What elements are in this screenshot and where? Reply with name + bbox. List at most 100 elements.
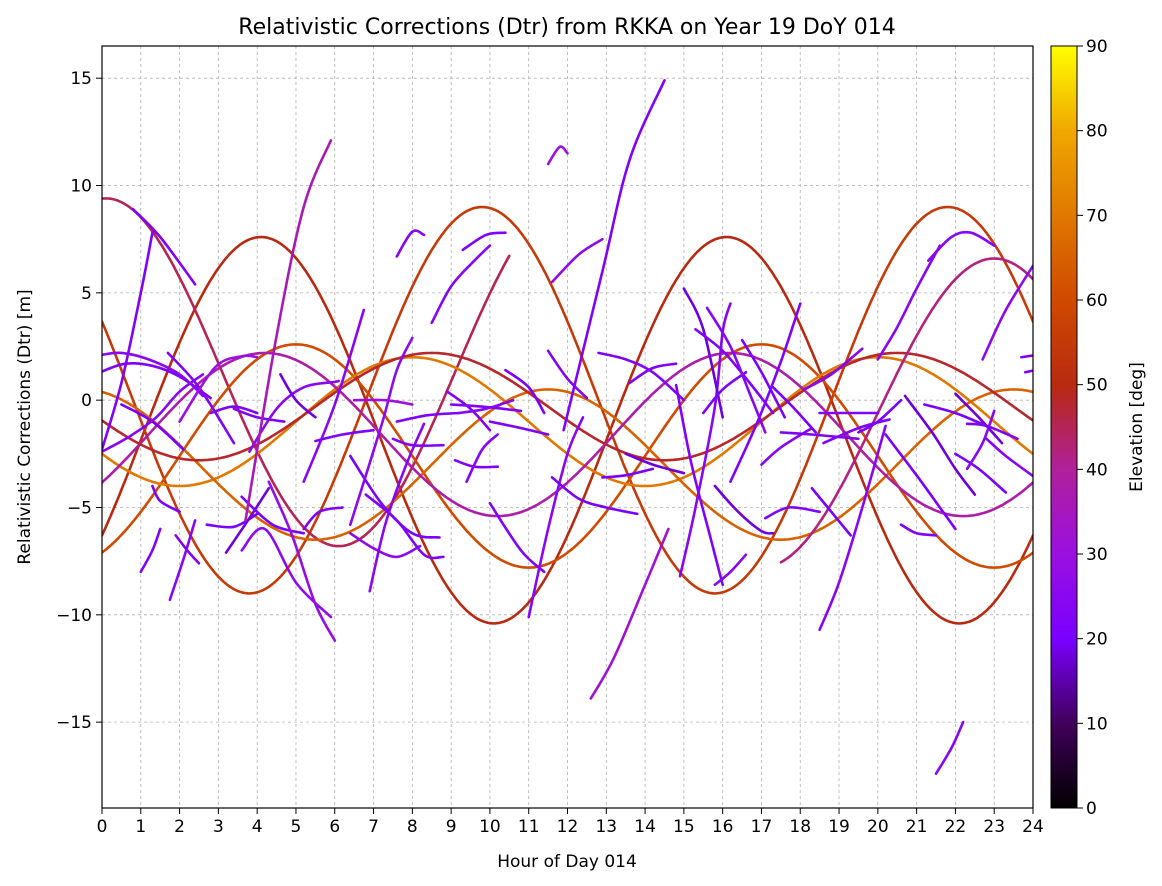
series-arc xyxy=(267,480,337,642)
series-line xyxy=(102,388,1033,541)
series-arc xyxy=(927,230,996,262)
series-arc xyxy=(465,433,499,483)
series-arc xyxy=(102,373,205,453)
colorbar-tick-label: 10 xyxy=(1086,714,1108,734)
y-tick-label: −15 xyxy=(56,713,92,733)
x-tick-label: 20 xyxy=(867,817,889,837)
x-tick-label: 21 xyxy=(906,817,928,837)
series-arc xyxy=(965,409,996,471)
series-arc xyxy=(550,237,604,284)
series-arc xyxy=(349,532,422,559)
series-arc xyxy=(174,534,201,565)
series-arc xyxy=(391,437,445,447)
series-arc xyxy=(453,459,499,469)
x-tick-label: 17 xyxy=(751,817,773,837)
series-line xyxy=(102,351,1033,518)
series-arc xyxy=(209,405,259,415)
series-arc xyxy=(205,512,259,529)
series-arc xyxy=(822,418,891,445)
series-line xyxy=(779,257,1033,564)
x-tick-label: 3 xyxy=(213,817,224,837)
series-arc xyxy=(550,476,639,516)
series-arc xyxy=(166,351,236,445)
series-arc xyxy=(702,371,748,415)
series-arc xyxy=(985,437,1033,478)
series-arc xyxy=(352,398,414,406)
series-arc xyxy=(810,486,852,537)
x-tick-label: 2 xyxy=(174,817,185,837)
y-tick-label: 10 xyxy=(70,177,92,197)
colorbar-tick-label: 40 xyxy=(1086,460,1108,480)
series-arc xyxy=(461,231,507,252)
colorbar-tick-label: 50 xyxy=(1086,376,1108,396)
series-arc xyxy=(302,308,366,483)
colorbar-label: Elevation [deg] xyxy=(1127,362,1147,492)
series-arc xyxy=(954,392,1004,445)
colorbar-tick-label: 30 xyxy=(1086,545,1108,565)
series-arc xyxy=(678,302,732,578)
series-arc xyxy=(562,79,666,432)
y-tick-label: 15 xyxy=(70,69,92,89)
series-arc xyxy=(884,433,957,531)
x-tick-label: 9 xyxy=(446,817,457,837)
grid-lines xyxy=(101,46,1034,808)
colorbar-tick-label: 70 xyxy=(1086,206,1108,226)
series-arc xyxy=(818,424,887,632)
colorbar-tick-label: 20 xyxy=(1086,630,1108,650)
x-tick-label: 22 xyxy=(945,817,967,837)
x-tick-label: 14 xyxy=(634,817,656,837)
series-arc xyxy=(232,407,286,423)
x-tick-label: 12 xyxy=(557,817,579,837)
x-tick-label: 24 xyxy=(1022,817,1044,837)
series-line xyxy=(102,205,1033,595)
series-arc xyxy=(395,229,426,258)
series-arc xyxy=(488,420,550,436)
series-arc xyxy=(779,431,860,441)
series-arc xyxy=(1023,369,1033,374)
series-arc xyxy=(713,553,748,587)
series-arc xyxy=(597,351,686,402)
x-tick-label: 19 xyxy=(828,817,850,837)
series-arc xyxy=(713,484,775,535)
series-arc xyxy=(449,403,523,413)
y-tick-label: −5 xyxy=(67,498,92,518)
data-series-group xyxy=(102,79,1033,775)
series-arc xyxy=(168,519,197,602)
series-arc xyxy=(954,452,1008,494)
x-tick-label: 7 xyxy=(368,817,379,837)
series-arc xyxy=(965,422,1019,441)
series-arc xyxy=(279,373,317,419)
series-arc xyxy=(628,362,678,385)
series-arc xyxy=(546,349,589,400)
x-tick-label: 5 xyxy=(291,817,302,837)
series-arc xyxy=(395,411,461,423)
colorbar-tick-label: 60 xyxy=(1086,291,1108,311)
series-arc xyxy=(102,231,154,451)
y-axis-ticks: −15 −10 −5 0 5 10 15 xyxy=(56,69,102,733)
series-arc xyxy=(760,426,814,466)
y-tick-label: 5 xyxy=(81,284,92,304)
x-tick-label: 1 xyxy=(135,817,146,837)
y-tick-label: −10 xyxy=(56,606,92,626)
x-tick-label: 13 xyxy=(595,817,617,837)
series-arc xyxy=(240,526,333,619)
series-arc xyxy=(624,452,686,475)
x-tick-label: 23 xyxy=(983,817,1005,837)
series-arc xyxy=(430,244,492,325)
series-arc xyxy=(802,347,864,391)
x-axis-label: Hour of Day 014 xyxy=(497,852,637,872)
series-arc xyxy=(504,368,546,415)
series-arc xyxy=(981,263,1033,361)
series-arc xyxy=(771,386,818,434)
x-tick-label: 18 xyxy=(789,817,811,837)
series-arc xyxy=(903,394,977,496)
series-arc xyxy=(682,287,724,419)
series-arc xyxy=(589,527,670,700)
series-arc xyxy=(131,207,197,286)
x-tick-label: 8 xyxy=(407,817,418,837)
series-arc xyxy=(857,398,903,434)
chart-title: Relativistic Corrections (Dtr) from RKKA… xyxy=(238,15,895,40)
series-arc xyxy=(934,720,965,775)
series-line xyxy=(102,197,511,548)
